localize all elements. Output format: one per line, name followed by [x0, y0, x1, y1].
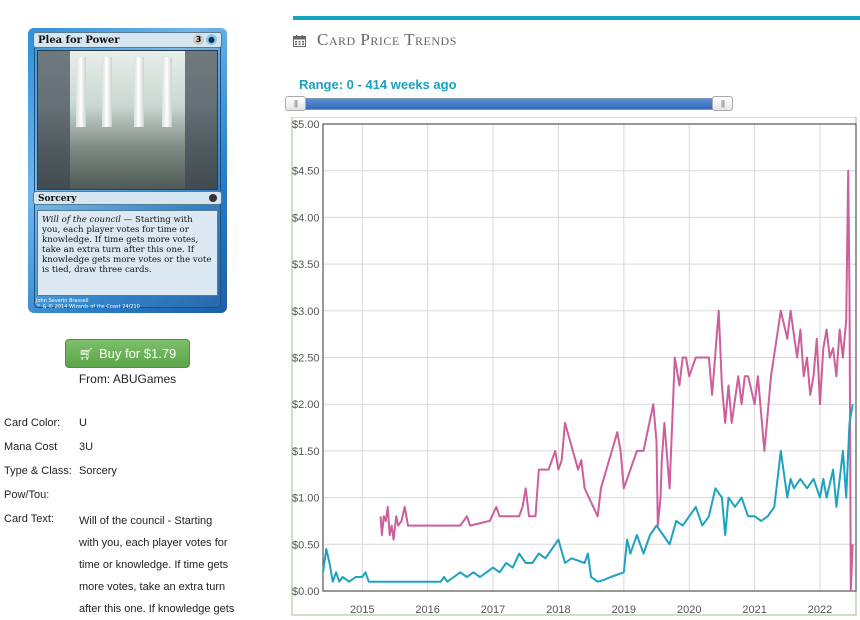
card-text-line: more votes, take an extra turn: [79, 581, 226, 593]
card-artwork: [37, 50, 218, 190]
x-tick-label: 2020: [677, 604, 701, 616]
type-class-value: Sorcery: [79, 465, 117, 477]
x-tick-label: 2018: [546, 604, 570, 616]
card-text-line: after this one. If knowledge gets: [79, 603, 235, 615]
card-footer: John Severin Brassell ™ & © 2014 Wizards…: [36, 298, 219, 310]
section-title: Card Price Trends: [317, 30, 457, 49]
y-tick-label: $3.00: [292, 306, 320, 318]
pillar-mid-left: [102, 57, 112, 127]
card-keyword: Will of the council: [42, 215, 121, 225]
mana-cost-symbols: 3 ●: [193, 34, 217, 45]
pillar-mid-right: [134, 57, 144, 127]
x-tick-label: 2017: [481, 604, 505, 616]
range-slider-end-handle[interactable]: |||: [712, 96, 733, 111]
chart-outer-frame: [291, 117, 857, 616]
buy-label: Buy for $1.79: [98, 346, 177, 361]
card-copyright: ™ & © 2014 Wizards of the Coast 24/210: [36, 304, 140, 310]
pow-tou-label: Pow/Tou:: [4, 489, 50, 501]
pillar-right: [162, 57, 172, 127]
y-tick-label: $2.50: [292, 353, 320, 365]
y-tick-label: $1.00: [292, 493, 320, 505]
y-tick-label: $0.00: [292, 586, 320, 598]
x-tick-label: 2022: [808, 604, 832, 616]
price-chart: $0.00 $0.50 $1.00 $1.50 $2.00 $2.50 $3.00 $3.50…: [291, 117, 857, 616]
card-title-bar: Plea for Power 3 ●: [33, 32, 222, 48]
type-class-label: Type & Class:: [4, 465, 72, 477]
x-tick-label: 2015: [350, 604, 374, 616]
y-tick-label: $0.50: [292, 539, 320, 551]
card-color-value: U: [79, 417, 87, 429]
card-type-bar: Sorcery: [33, 191, 222, 205]
section-divider: [293, 16, 860, 20]
y-tick-label: $5.00: [292, 119, 320, 131]
price-line-pink: [379, 169, 854, 592]
x-tick-label: 2016: [415, 604, 439, 616]
mana-cost-value: 3U: [79, 441, 94, 453]
price-line-teal: [322, 404, 854, 583]
card-rules-text: — Starting with you, each player votes f…: [42, 215, 212, 275]
y-tick-label: $1.50: [292, 446, 320, 458]
generic-mana-icon: 3: [193, 34, 204, 45]
set-symbol-icon: [209, 194, 217, 202]
pillar-left: [76, 57, 86, 127]
y-tick-label: $2.00: [292, 399, 320, 411]
card-type-line: Sorcery: [38, 194, 77, 204]
card-text-line: time or knowledge. If time gets: [79, 559, 229, 571]
mana-cost-label: Mana Cost: [4, 441, 58, 453]
card-color-label: Card Color:: [4, 417, 61, 429]
calendar-icon: [293, 35, 306, 47]
range-slider-start-handle[interactable]: |||: [285, 96, 306, 111]
x-tick-label: 2019: [612, 604, 636, 616]
card-name: Plea for Power: [38, 35, 120, 46]
card-text-value: Will of the council - Starting with you,…: [79, 510, 259, 620]
blue-mana-icon: ●: [206, 34, 217, 45]
x-tick-label: 2021: [742, 604, 766, 616]
seller-line: From: ABUGames: [78, 372, 177, 386]
card-artist: John Severin Brassell: [36, 298, 89, 304]
range-slider-track[interactable]: [288, 98, 732, 110]
y-tick-label: $3.50: [292, 259, 320, 271]
y-tick-label: $4.00: [292, 212, 320, 224]
card-text-label: Card Text:: [4, 513, 54, 525]
card-text-line: with you, each player votes for: [79, 537, 228, 549]
y-tick-label: $4.50: [292, 166, 320, 178]
card-text-line: Will of the council - Starting: [79, 515, 213, 527]
cart-icon: 🛒︎: [78, 347, 94, 361]
card-image: Plea for Power 3 ● Sorcery Will of the c…: [28, 28, 227, 313]
range-label: Range: 0 - 414 weeks ago: [299, 77, 457, 92]
card-rules-box: Will of the council — Starting with you,…: [37, 210, 218, 296]
plot-border: [322, 123, 857, 592]
buy-button[interactable]: 🛒︎ Buy for $1.79: [65, 339, 190, 368]
